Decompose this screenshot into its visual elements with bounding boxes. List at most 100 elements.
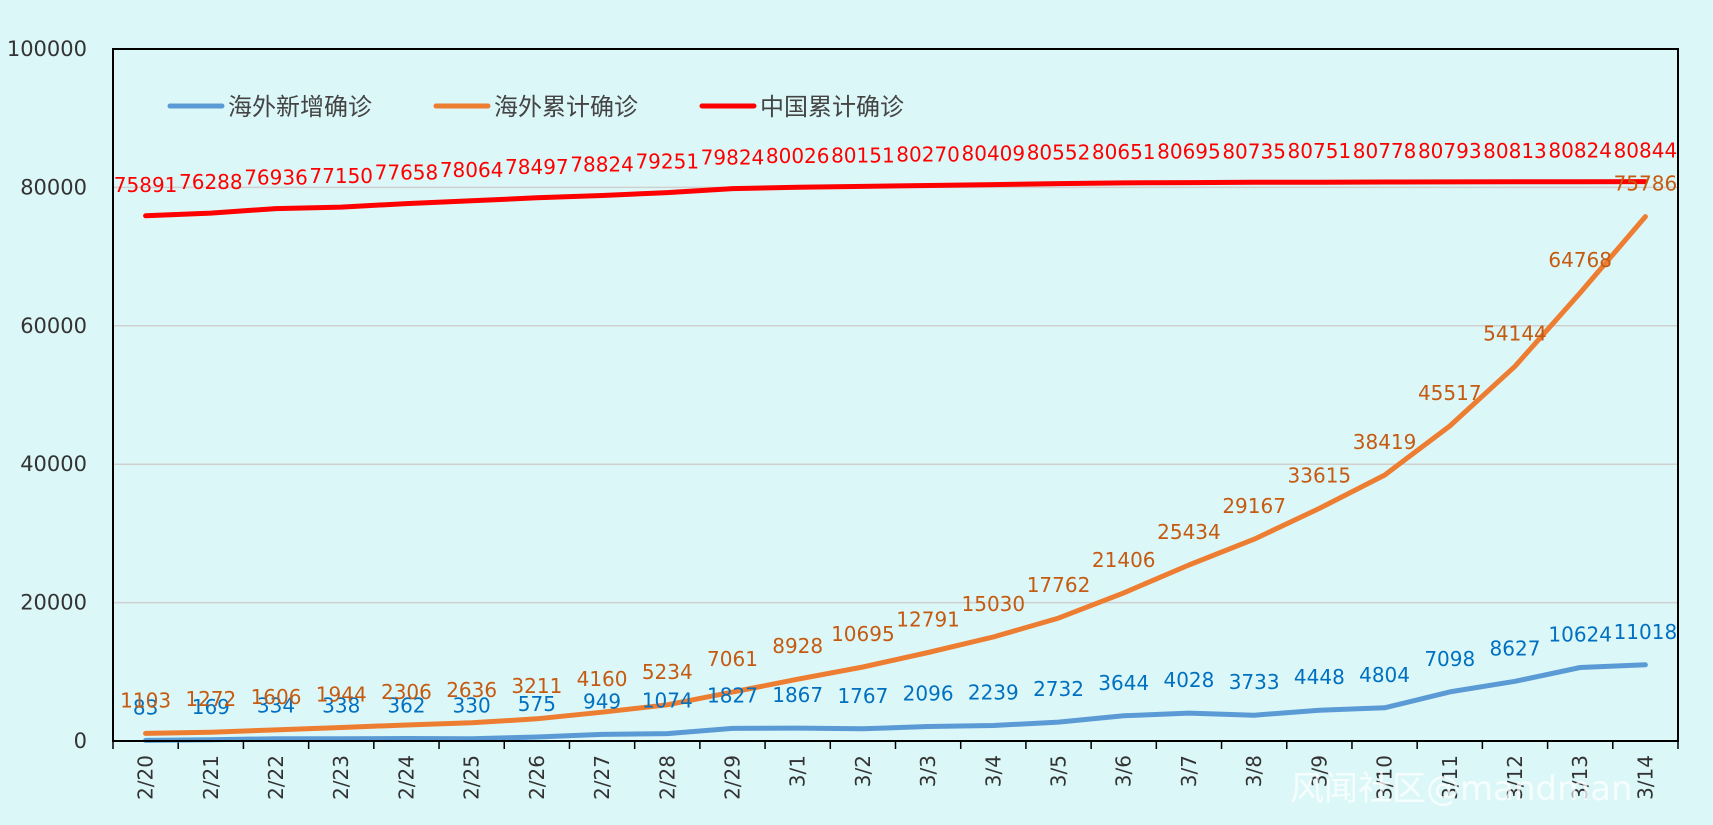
- legend-label: 海外累计确诊: [494, 93, 638, 121]
- data-label: 78064: [440, 158, 504, 182]
- data-label: 11018: [1614, 620, 1678, 644]
- x-tick-label: 3/1: [786, 755, 810, 787]
- plot-area: [113, 49, 1678, 741]
- data-label: 1767: [837, 684, 888, 708]
- data-label: 80844: [1614, 139, 1678, 163]
- y-tick-label: 100000: [7, 37, 87, 61]
- data-label: 4160: [577, 667, 628, 691]
- data-label: 10695: [831, 622, 895, 646]
- data-label: 1606: [251, 685, 302, 709]
- x-tick-label: 3/3: [916, 755, 940, 787]
- legend-label: 海外新增确诊: [228, 93, 372, 121]
- data-label: 169: [192, 695, 230, 719]
- data-label: 80651: [1092, 140, 1156, 164]
- data-label: 1827: [707, 683, 758, 707]
- data-label: 80695: [1157, 140, 1221, 164]
- data-label: 80552: [1027, 141, 1091, 165]
- data-label: 334: [257, 694, 295, 718]
- data-label: 12791: [896, 607, 960, 631]
- x-tick-label: 2/20: [134, 755, 158, 800]
- x-tick-label: 2/29: [720, 755, 744, 800]
- data-label: 21406: [1092, 548, 1156, 572]
- x-tick-label: 3/11: [1438, 755, 1462, 800]
- data-label: 1867: [772, 683, 823, 707]
- data-label: 80813: [1483, 139, 1547, 163]
- data-label: 949: [583, 689, 621, 713]
- data-label: 75891: [114, 173, 178, 197]
- x-tick-label: 3/10: [1373, 755, 1397, 800]
- data-label: 2096: [903, 681, 954, 705]
- data-label: 80026: [766, 144, 830, 168]
- data-label: 4028: [1163, 668, 1214, 692]
- x-tick-label: 3/4: [981, 755, 1005, 787]
- watermark: 风闻社区@mandman: [1290, 769, 1633, 809]
- x-tick-label: 3/13: [1568, 755, 1592, 800]
- data-label: 80151: [831, 143, 895, 167]
- data-label: 1944: [316, 683, 367, 707]
- x-tick-label: 3/8: [1242, 755, 1266, 787]
- data-label: 1074: [642, 689, 693, 713]
- y-axis: 0 20000 40000 60000 80000 100000: [7, 37, 87, 753]
- data-label: 64768: [1548, 248, 1612, 272]
- data-label: 8627: [1490, 636, 1541, 660]
- data-label: 80778: [1353, 139, 1417, 163]
- plot-frame: [112, 48, 1679, 742]
- data-label: 362: [387, 693, 425, 717]
- x-tick-label: 3/12: [1503, 755, 1527, 800]
- data-label: 83: [133, 695, 158, 719]
- data-label: 80793: [1418, 139, 1482, 163]
- data-label: 54144: [1483, 321, 1547, 345]
- data-label: 575: [518, 692, 556, 716]
- data-label: 4804: [1359, 663, 1410, 687]
- x-tick-label: 2/23: [329, 755, 353, 800]
- series-lines: [143, 179, 1648, 743]
- data-label: 15030: [962, 592, 1026, 616]
- x-tick-label: 2/28: [655, 755, 679, 800]
- data-label: 80735: [1222, 139, 1286, 163]
- data-label: 80751: [1288, 139, 1352, 163]
- data-label: 17762: [1027, 573, 1091, 597]
- legend-label: 中国累计确诊: [760, 93, 904, 121]
- y-tick-label: 0: [74, 729, 87, 753]
- data-label: 77658: [375, 161, 439, 185]
- data-label: 2732: [1033, 677, 1084, 701]
- data-label: 2306: [381, 680, 432, 704]
- data-label: 76936: [244, 166, 308, 190]
- data-label: 7098: [1424, 647, 1475, 671]
- y-tick-label: 80000: [20, 175, 87, 199]
- x-tick-label: 3/6: [1112, 755, 1136, 787]
- y-tick-label: 20000: [20, 591, 87, 615]
- x-tick-label: 3/9: [1307, 755, 1331, 787]
- data-label: 7061: [707, 647, 758, 671]
- x-tick-label: 2/24: [394, 755, 418, 800]
- data-label: 4448: [1294, 665, 1345, 689]
- data-label: 1103: [120, 688, 171, 712]
- data-label: 5234: [642, 660, 693, 684]
- data-label: 80409: [962, 142, 1026, 166]
- data-label: 2239: [968, 681, 1019, 705]
- x-tick-label: 2/26: [525, 755, 549, 800]
- series-line: [143, 179, 1648, 219]
- data-label: 25434: [1157, 520, 1221, 544]
- data-label: 38419: [1353, 430, 1417, 454]
- data-label: 1272: [185, 687, 236, 711]
- data-labels: 83 169 334 338 362 330 575 949 1074 1827 1867 1767 2…: [114, 139, 1677, 720]
- x-tick-label: 2/22: [264, 755, 288, 800]
- data-label: 80824: [1548, 139, 1612, 163]
- x-axis: 2/20 2/21 2/22 2/23 2/24 2/25 2/26 2/27 2/28 2/29…: [112, 741, 1679, 800]
- y-tick-label: 60000: [20, 314, 87, 338]
- series-line: [143, 214, 1648, 736]
- legend: 海外新增确诊 海外累计确诊 中国累计确诊: [167, 93, 904, 121]
- data-label: 79251: [635, 150, 699, 174]
- x-tick-label: 3/14: [1633, 755, 1657, 800]
- data-label: 80270: [896, 143, 960, 167]
- y-tick-label: 40000: [20, 452, 87, 476]
- data-label: 45517: [1418, 381, 1482, 405]
- data-label: 78497: [505, 155, 569, 179]
- data-label: 77150: [309, 164, 373, 188]
- data-label: 33615: [1288, 463, 1352, 487]
- data-label: 3211: [511, 674, 562, 698]
- x-tick-label: 3/7: [1177, 755, 1201, 787]
- x-tick-label: 2/25: [460, 755, 484, 800]
